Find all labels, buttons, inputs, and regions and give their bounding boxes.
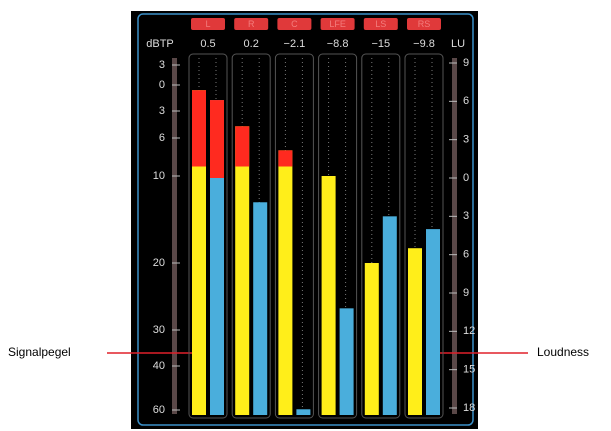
right-tick-label: 3 bbox=[463, 134, 469, 146]
signal-bar bbox=[408, 248, 422, 415]
channel-label: LFE bbox=[329, 19, 346, 29]
signal-bar bbox=[278, 150, 293, 415]
left-tick-label: 60 bbox=[153, 404, 165, 416]
channel-frame bbox=[318, 53, 358, 419]
right-tick-label: 15 bbox=[463, 364, 475, 376]
loudness-bar bbox=[382, 216, 397, 415]
right-tick-label: 0 bbox=[463, 172, 469, 184]
right-tick-label: 3 bbox=[463, 210, 469, 222]
left-tick-label: 30 bbox=[153, 324, 165, 336]
channel-frame bbox=[274, 53, 314, 419]
channel-frame bbox=[231, 53, 271, 419]
left-tick-label: 20 bbox=[153, 257, 165, 269]
left-tick-label: 6 bbox=[159, 132, 165, 144]
channel-label: L bbox=[205, 19, 210, 29]
channel-button bbox=[320, 18, 355, 30]
channel-label: C bbox=[291, 19, 298, 29]
signal-bar bbox=[192, 90, 206, 415]
loudness-bar bbox=[210, 100, 224, 416]
right-ruler bbox=[452, 58, 457, 414]
loudness-annotation: Loudness bbox=[537, 345, 589, 359]
left-ruler bbox=[172, 58, 177, 414]
left-unit: dBTP bbox=[146, 38, 174, 50]
channel-label: LS bbox=[375, 19, 386, 29]
signal-over bbox=[235, 126, 250, 167]
peak-value: −15 bbox=[371, 38, 390, 50]
signal-over bbox=[192, 90, 206, 167]
left-tick-label: 3 bbox=[159, 105, 165, 117]
left-tick-label: 3 bbox=[159, 59, 165, 71]
loudness-bar bbox=[253, 202, 268, 415]
channel-frame bbox=[404, 53, 444, 419]
peak-value: −2.1 bbox=[284, 38, 306, 50]
channel-frame bbox=[361, 53, 401, 419]
channel-label: RS bbox=[418, 19, 431, 29]
peak-value: 0.5 bbox=[200, 38, 215, 50]
left-tick-label: 0 bbox=[159, 79, 165, 91]
right-tick-label: 6 bbox=[463, 95, 469, 107]
left-tick-label: 10 bbox=[153, 170, 165, 182]
channel-button bbox=[277, 18, 312, 30]
meter-panel bbox=[131, 11, 478, 429]
signal-bar bbox=[321, 176, 336, 415]
channel-button bbox=[234, 18, 269, 30]
signal-bar bbox=[235, 126, 250, 416]
signal-annotation: Signalpegel bbox=[8, 345, 71, 359]
peak-value: 0.2 bbox=[244, 38, 259, 50]
channel-button bbox=[363, 18, 398, 30]
signal-bar bbox=[364, 263, 379, 415]
channel-button bbox=[407, 18, 441, 30]
right-unit: LU bbox=[451, 38, 465, 50]
channel-button bbox=[191, 18, 225, 30]
loudness-over bbox=[210, 100, 224, 178]
loudness-bar bbox=[339, 308, 354, 415]
right-tick-label: 9 bbox=[463, 57, 469, 69]
loudness-bar bbox=[426, 229, 440, 415]
peak-value: −8.8 bbox=[327, 38, 349, 50]
right-tick-label: 12 bbox=[463, 325, 475, 337]
loudness-bar bbox=[296, 409, 311, 415]
channel-frame bbox=[188, 53, 228, 419]
panel-border bbox=[137, 13, 474, 426]
signal-over bbox=[278, 150, 293, 167]
right-tick-label: 9 bbox=[463, 287, 469, 299]
left-tick-label: 40 bbox=[153, 360, 165, 372]
right-tick-label: 6 bbox=[463, 249, 469, 261]
channel-label: R bbox=[248, 19, 255, 29]
right-tick-label: 18 bbox=[463, 402, 475, 414]
peak-value: −9.8 bbox=[413, 38, 435, 50]
